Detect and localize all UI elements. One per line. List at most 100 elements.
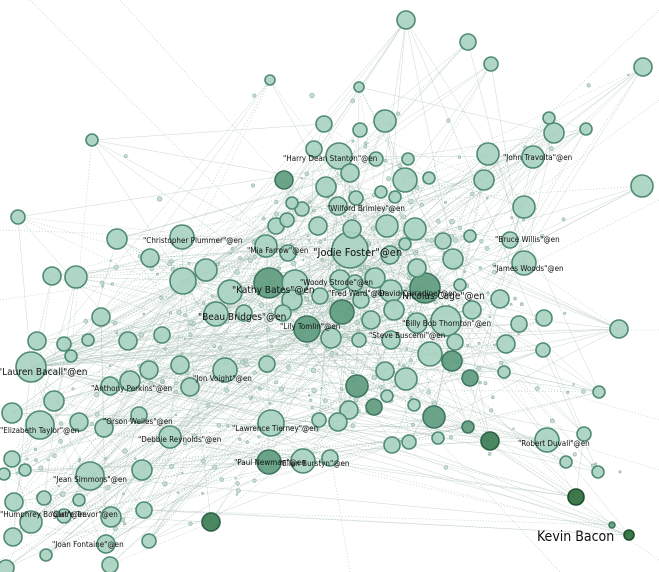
graph-minor-node [519,302,524,307]
graph-minor-node [142,312,146,316]
graph-minor-node [174,381,179,386]
graph-minor-node [113,526,118,532]
graph-edge [78,280,184,423]
graph-node [403,217,427,241]
graph-edge [63,196,396,345]
graph-minor-node [419,202,425,207]
graph-minor-node [478,266,483,270]
graph-edge [11,328,308,460]
graph-edge [24,280,184,471]
graph-minor-node [245,440,250,444]
graph-edge [53,400,630,536]
node-label-ellen-burstyn: "Ellen Burstyn"@en [279,459,349,468]
graph-node [274,304,292,322]
graph-minor-node [251,183,256,188]
graph-minor-node [457,155,462,159]
node-label-woody-strode: "Woody Strode"@en [300,278,373,287]
graph-minor-node [235,493,239,496]
graph-edge [30,311,343,368]
graph-minor-node [415,249,419,253]
graph-minor-node [492,262,496,267]
graph-minor-node [486,291,490,295]
graph-minor-node [60,491,66,497]
graph-node [3,527,23,547]
graph-node [170,355,190,375]
graph-minor-node [117,419,123,425]
graph-node [257,409,285,437]
graph-minor-node [123,154,128,159]
graph-node [42,266,62,286]
graph-edge [161,334,544,351]
graph-edge [268,132,555,284]
graph-minor-node [485,196,489,200]
graph-node [0,467,11,481]
graph-node [364,267,386,289]
graph-minor-node [113,264,119,270]
graph-minor-node [383,207,387,211]
graph-edge [205,269,341,281]
graph-edge [87,206,525,341]
node-label-lily-tomlin: "Lily Tomlin"@en [280,322,340,331]
graph-edge [487,153,600,393]
graph-minor-node [174,390,179,395]
graph-node [591,465,605,479]
graph-edge [318,419,548,441]
graph-minor-node [202,301,206,305]
graph-minor-node [405,347,409,351]
graph-edge [110,148,315,518]
graph-minor-node [159,295,164,300]
graph-edge [386,322,418,397]
graph-minor-node [425,238,429,242]
graph-minor-node [181,472,184,475]
graph-minor-node [261,216,266,221]
graph-edge [318,191,382,421]
graph-minor-node [362,286,367,291]
graph-edge [265,66,644,247]
node-label-harry-dean-stanton: "Harry Dean Stanton"@en [283,154,377,163]
graph-edge [349,41,469,174]
graph-minor-node [108,364,112,368]
graph-node [511,250,537,276]
graph-node [579,122,593,136]
graph-edge [559,439,659,471]
graph-node [43,390,65,412]
graph-minor-node [252,93,257,98]
node-label-debbie-reynolds: "Debbie Reynolds"@en [138,435,221,444]
graph-node [94,418,114,438]
graph-node [106,228,128,250]
graph-edge [12,275,53,538]
graph-minor-node [15,471,19,475]
graph-node [119,370,141,392]
graph-minor-node [138,332,145,338]
graph-node [293,315,321,343]
graph-node [264,74,276,86]
node-label-jodie-foster: "Jodie Foster"@en [313,246,402,259]
graph-edge [17,216,343,313]
graph-node [339,400,359,420]
graph-minor-node [490,395,495,400]
graph-edge [286,191,382,221]
graph-minor-node [110,282,114,286]
graph-edge [404,235,471,245]
graph-edge [291,179,485,204]
graph-node [459,33,477,51]
graph-minor-node [101,284,104,288]
graph-minor-node [243,362,249,368]
graph-edge [43,276,77,499]
graph-node [311,412,327,428]
graph-node [201,512,221,532]
graph-minor-node [618,470,622,474]
graph-minor-node [477,341,481,345]
graph-minor-node [34,458,38,462]
graph-minor-node [350,370,355,375]
graph-node [15,351,47,383]
graph-node [368,151,384,167]
graph-minor-node [401,214,407,220]
graph-minor-node [406,294,410,298]
graph-minor-node [115,331,119,335]
graph-minor-node [337,291,341,295]
graph-node [473,169,495,191]
graph-edge [0,419,131,471]
graph-minor-node [184,338,187,341]
graph-minor-node [499,360,504,365]
